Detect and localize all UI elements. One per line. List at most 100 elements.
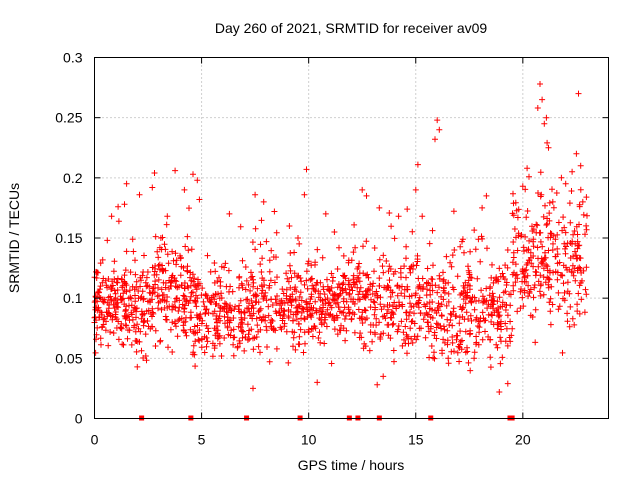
data-point [542,279,549,286]
data-point [252,293,259,300]
data-point [349,287,356,294]
data-point [109,316,116,323]
data-point [439,350,446,357]
data-point [445,290,452,297]
data-point [105,276,112,282]
data-point [278,326,285,333]
data-point [443,253,450,260]
data-point [307,276,314,283]
data-point [155,262,162,269]
data-point [502,338,509,345]
data-point [419,275,426,282]
data-point [570,272,577,279]
data-point [381,303,387,310]
data-point [573,150,580,157]
data-point [311,286,318,293]
data-point [296,293,303,300]
data-point [241,309,248,316]
data-point [179,301,186,308]
data-point [185,247,192,254]
data-point [312,261,318,268]
data-point [257,349,263,356]
data-point [410,303,417,310]
data-point [458,346,465,353]
data-point [471,306,478,313]
data-point [488,318,495,325]
data-point [355,264,362,270]
data-point [436,275,443,282]
data-point [301,191,308,198]
data-point [305,258,312,265]
data-point [218,290,225,297]
data-point [138,347,145,354]
data-point [345,306,352,313]
data-point [546,299,553,306]
data-point [466,286,473,293]
data-point [434,117,441,124]
data-point [517,305,524,312]
data-point [574,301,581,308]
data-point [473,341,479,348]
data-point [230,334,237,341]
data-point [549,186,555,193]
data-point [125,327,131,333]
data-point [454,349,461,356]
data-point [564,240,571,247]
data-point [152,327,159,334]
data-point [121,201,128,208]
data-point [559,349,566,356]
data-point [371,299,378,306]
data-point [335,304,342,311]
data-point [367,281,374,288]
data-point [224,324,231,331]
data-point [221,264,228,271]
data-point [151,268,158,275]
data-point [134,321,141,328]
data-point [270,326,277,333]
data-point [252,225,259,232]
data-point [385,332,392,339]
data-point [363,192,370,199]
data-point [173,261,180,268]
data-point [283,292,290,299]
data-point [172,304,179,311]
data-point [214,330,221,337]
data-point [198,335,205,342]
data-point [149,285,156,292]
x-axis-label: GPS time / hours [298,457,405,473]
data-point [96,308,103,315]
data-point [404,350,410,357]
data-point [351,221,358,228]
data-point [354,274,361,281]
data-point [383,258,390,264]
data-point [167,282,174,289]
data-point [250,346,257,353]
data-point [296,333,303,340]
data-point [320,304,327,311]
data-point [342,337,349,344]
data-point [558,174,565,181]
data-point [350,249,357,256]
data-point [173,323,179,330]
data-point [562,180,569,187]
data-point [294,308,301,315]
data-point [249,273,256,280]
data-point [331,229,338,235]
data-point [277,312,284,319]
data-point [382,315,389,322]
data-point [578,269,585,276]
data-point [293,288,300,295]
data-point [143,357,150,364]
data-point [467,274,474,281]
data-point [427,282,434,289]
data-point [244,321,251,328]
data-point [440,276,447,283]
data-point [468,317,475,324]
data-point [510,190,516,197]
data-point [388,314,395,321]
data-point [409,228,416,235]
data-point [334,299,341,306]
data-point [324,276,330,283]
data-point [417,285,424,292]
data-point [537,238,544,245]
